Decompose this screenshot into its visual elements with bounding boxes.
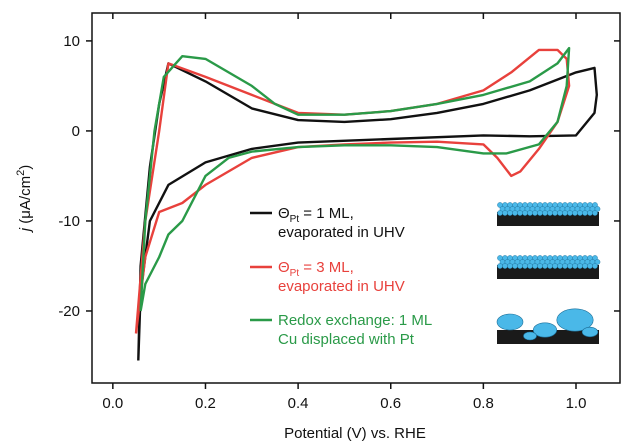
legend-label-line2: evaporated in UHV bbox=[278, 224, 405, 241]
y-label-symbol: j bbox=[17, 227, 34, 233]
x-tick-label: 0.0 bbox=[102, 395, 123, 412]
x-axis-label: Potential (V) vs. RHE bbox=[284, 425, 426, 442]
inset-atom bbox=[587, 210, 593, 216]
legend-label: ΘPt = 3 ML, bbox=[278, 259, 354, 279]
inset-atom bbox=[552, 210, 558, 216]
inset-atom bbox=[537, 210, 543, 216]
inset-atom bbox=[567, 210, 573, 216]
y-tick-label: -20 bbox=[58, 303, 80, 320]
inset-atom bbox=[572, 263, 578, 269]
inset-atom bbox=[522, 210, 528, 216]
inset-atom bbox=[517, 263, 523, 269]
inset-atom bbox=[594, 206, 601, 212]
inset-atom bbox=[522, 263, 528, 269]
legend-label: ΘPt = 1 ML, bbox=[278, 205, 354, 225]
y-axis-label: j (μA/cm2) bbox=[15, 165, 34, 233]
inset-island bbox=[523, 331, 537, 341]
inset-atom bbox=[592, 255, 598, 261]
y-tick-label: 0 bbox=[72, 123, 80, 140]
cv-curve bbox=[137, 62, 598, 361]
inset-atom bbox=[502, 210, 508, 216]
legend-text: Redox exchange: 1 ML bbox=[278, 312, 432, 329]
x-tick-label: 0.2 bbox=[195, 395, 216, 412]
legend-symbol: Θ bbox=[278, 259, 290, 276]
inset-atom bbox=[577, 210, 583, 216]
inset-atom bbox=[587, 263, 593, 269]
legend-label-line2: Cu displaced with Pt bbox=[278, 331, 415, 348]
y-label-exponent: 2 bbox=[15, 170, 27, 176]
inset-atom bbox=[592, 263, 598, 269]
inset-island bbox=[581, 326, 599, 338]
inset-atom bbox=[507, 210, 513, 216]
legend-label: Redox exchange: 1 ML bbox=[278, 312, 432, 329]
y-label-unit: (μA/cm bbox=[17, 176, 34, 224]
inset-atom bbox=[507, 263, 513, 269]
legend-subscript: Pt bbox=[290, 268, 300, 279]
inset-atom bbox=[567, 263, 573, 269]
inset-atom bbox=[557, 210, 563, 216]
inset-atom bbox=[517, 210, 523, 216]
inset-atom bbox=[512, 210, 518, 216]
y-label-close: ) bbox=[17, 165, 34, 170]
inset-atom bbox=[562, 210, 568, 216]
inset-atom bbox=[502, 263, 508, 269]
legend-symbol: Θ bbox=[278, 205, 290, 222]
inset-atom bbox=[592, 210, 598, 216]
inset-atom bbox=[562, 263, 568, 269]
legend-subscript: Pt bbox=[290, 214, 300, 225]
inset-island bbox=[496, 313, 524, 331]
x-tick-label: 0.4 bbox=[288, 395, 309, 412]
inset-atom bbox=[527, 263, 533, 269]
inset-atom bbox=[594, 259, 601, 265]
inset-atom bbox=[542, 263, 548, 269]
inset-atom bbox=[497, 263, 503, 269]
legend-label-line2: evaporated in UHV bbox=[278, 278, 405, 295]
inset-atom bbox=[582, 263, 588, 269]
inset-atom bbox=[572, 210, 578, 216]
y-tick-label: 10 bbox=[63, 33, 80, 50]
inset-atom bbox=[542, 210, 548, 216]
inset-substrate bbox=[497, 212, 599, 226]
x-tick-label: 0.8 bbox=[473, 395, 494, 412]
x-tick-label: 0.6 bbox=[380, 395, 401, 412]
inset-atom bbox=[592, 202, 598, 208]
inset-atom bbox=[552, 263, 558, 269]
legend-text: = 1 ML, bbox=[299, 205, 354, 222]
inset-atom bbox=[532, 263, 538, 269]
inset-atom bbox=[547, 210, 553, 216]
cv-curve bbox=[139, 46, 571, 312]
y-tick-label: -10 bbox=[58, 213, 80, 230]
inset-atom bbox=[532, 210, 538, 216]
inset-atom bbox=[527, 210, 533, 216]
inset-atom bbox=[577, 263, 583, 269]
inset-substrate bbox=[497, 265, 599, 279]
inset-island bbox=[556, 308, 594, 332]
inset-atom bbox=[547, 263, 553, 269]
x-tick-label: 1.0 bbox=[566, 395, 587, 412]
inset-atom bbox=[512, 263, 518, 269]
inset-atom bbox=[537, 263, 543, 269]
inset-atom bbox=[557, 263, 563, 269]
inset-atom bbox=[497, 210, 503, 216]
plot-frame bbox=[91, 12, 621, 384]
surface-insets bbox=[496, 202, 601, 344]
inset-atom bbox=[582, 210, 588, 216]
legend-text: = 3 ML, bbox=[299, 259, 354, 276]
inset-island bbox=[532, 322, 557, 338]
